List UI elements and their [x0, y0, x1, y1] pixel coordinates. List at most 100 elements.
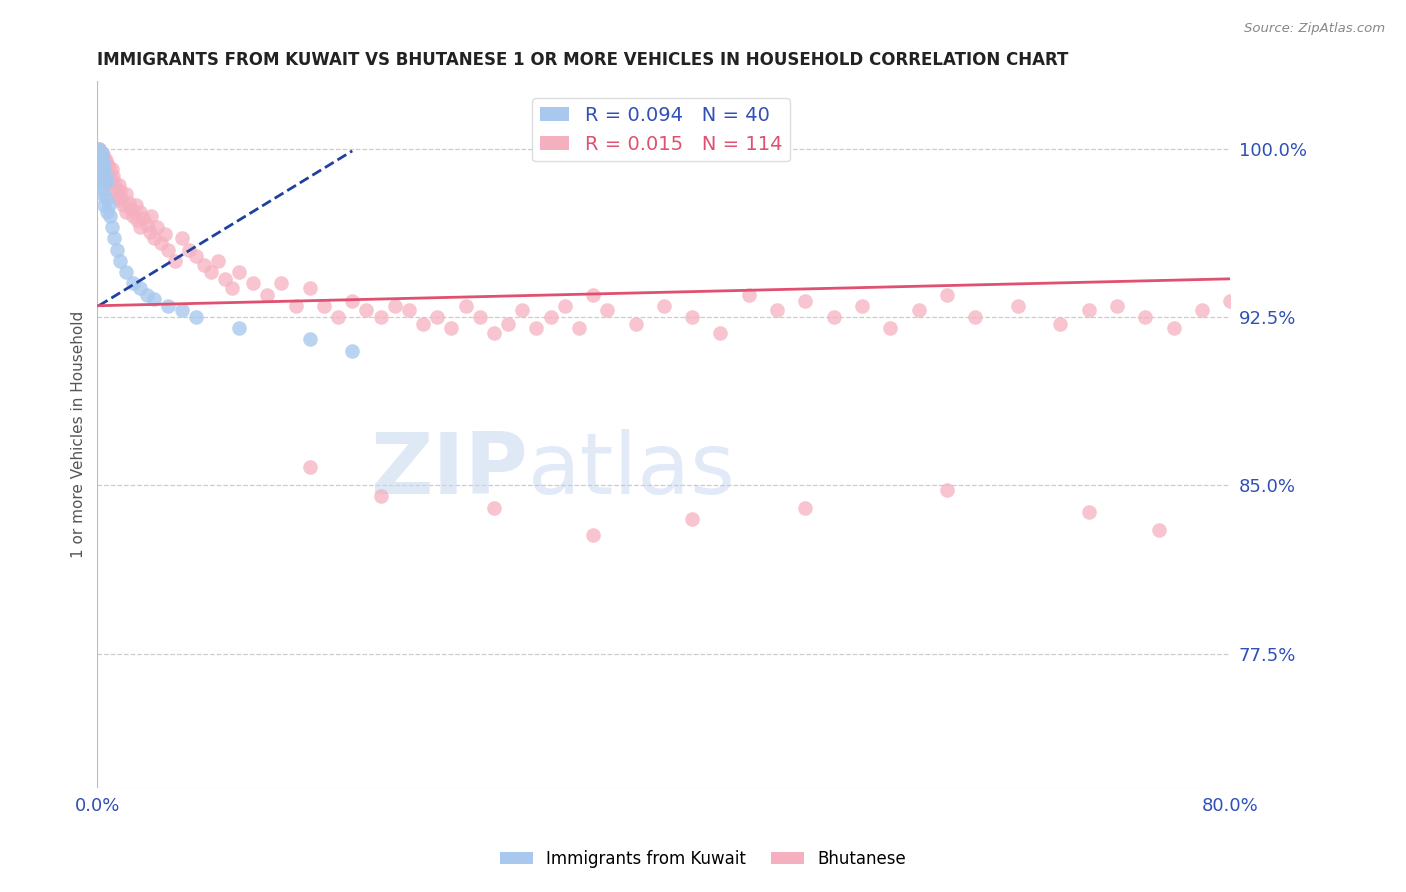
Point — [582, 527, 605, 541]
Point — [440, 321, 463, 335]
Point — [298, 460, 321, 475]
Point — [103, 231, 125, 245]
Point — [150, 235, 173, 250]
Point — [936, 287, 959, 301]
Point — [1105, 299, 1128, 313]
Text: IMMIGRANTS FROM KUWAIT VS BHUTANESE 1 OR MORE VEHICLES IN HOUSEHOLD CORRELATION : IMMIGRANTS FROM KUWAIT VS BHUTANESE 1 OR… — [97, 51, 1069, 69]
Point — [193, 258, 215, 272]
Point — [93, 157, 115, 171]
Point — [91, 148, 114, 162]
Point — [93, 198, 115, 212]
Point — [128, 204, 150, 219]
Point — [117, 195, 139, 210]
Point — [186, 310, 208, 324]
Point — [468, 310, 491, 324]
Point — [104, 182, 127, 196]
Point — [91, 169, 114, 183]
Point — [681, 310, 703, 324]
Point — [89, 144, 111, 158]
Point — [90, 153, 112, 167]
Point — [111, 198, 134, 212]
Point — [242, 277, 264, 291]
Point — [256, 287, 278, 301]
Point — [1007, 299, 1029, 313]
Point — [568, 321, 591, 335]
Point — [89, 148, 111, 162]
Point — [766, 303, 789, 318]
Legend: Immigrants from Kuwait, Bhutanese: Immigrants from Kuwait, Bhutanese — [494, 844, 912, 875]
Point — [412, 317, 434, 331]
Point — [709, 326, 731, 340]
Point — [105, 188, 128, 202]
Point — [1149, 523, 1171, 537]
Point — [90, 157, 112, 171]
Point — [172, 231, 194, 245]
Point — [97, 160, 120, 174]
Point — [794, 500, 817, 515]
Point — [131, 211, 153, 226]
Point — [936, 483, 959, 497]
Point — [125, 213, 148, 227]
Point — [90, 151, 112, 165]
Point — [1163, 321, 1185, 335]
Point — [298, 333, 321, 347]
Point — [172, 303, 194, 318]
Point — [157, 243, 180, 257]
Point — [143, 292, 166, 306]
Point — [114, 186, 136, 201]
Point — [98, 169, 121, 183]
Point — [398, 303, 420, 318]
Point — [384, 299, 406, 313]
Point — [141, 209, 163, 223]
Point — [482, 500, 505, 515]
Point — [1049, 317, 1071, 331]
Point — [738, 287, 761, 301]
Point — [87, 142, 110, 156]
Point — [89, 175, 111, 189]
Point — [93, 169, 115, 183]
Point — [90, 160, 112, 174]
Point — [356, 303, 378, 318]
Point — [107, 178, 129, 192]
Point — [97, 198, 120, 212]
Point — [284, 299, 307, 313]
Text: atlas: atlas — [527, 429, 735, 512]
Point — [454, 299, 477, 313]
Point — [596, 303, 619, 318]
Point — [91, 155, 114, 169]
Text: Source: ZipAtlas.com: Source: ZipAtlas.com — [1244, 22, 1385, 36]
Point — [110, 191, 132, 205]
Point — [94, 153, 117, 167]
Point — [124, 198, 146, 212]
Point — [143, 231, 166, 245]
Point — [94, 164, 117, 178]
Point — [270, 277, 292, 291]
Point — [91, 155, 114, 169]
Point — [1135, 310, 1157, 324]
Point — [100, 178, 122, 192]
Point — [652, 299, 675, 313]
Point — [97, 175, 120, 189]
Point — [135, 218, 157, 232]
Point — [221, 281, 243, 295]
Point — [186, 249, 208, 263]
Point — [93, 151, 115, 165]
Point — [146, 220, 169, 235]
Point — [582, 287, 605, 301]
Point — [93, 175, 115, 189]
Point — [879, 321, 901, 335]
Point — [114, 265, 136, 279]
Text: ZIP: ZIP — [370, 429, 527, 512]
Point — [91, 164, 114, 178]
Point — [157, 299, 180, 313]
Point — [94, 169, 117, 183]
Point — [108, 184, 131, 198]
Point — [200, 265, 222, 279]
Point — [100, 161, 122, 176]
Point — [89, 144, 111, 158]
Point — [554, 299, 576, 313]
Point — [165, 253, 187, 268]
Point — [89, 164, 111, 178]
Point — [965, 310, 987, 324]
Point — [326, 310, 349, 324]
